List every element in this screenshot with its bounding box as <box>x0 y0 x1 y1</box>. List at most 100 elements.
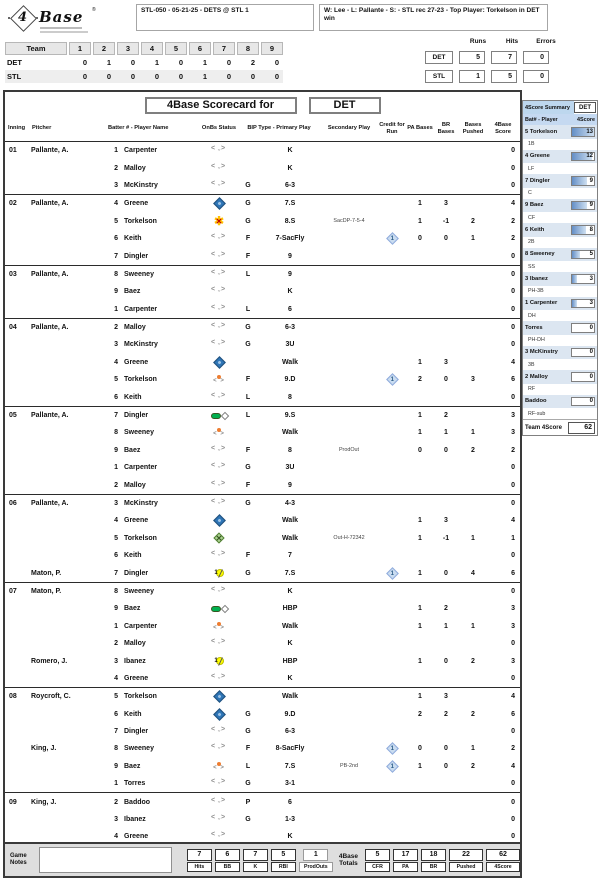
batter-number: 2 <box>114 164 118 172</box>
diamond-dot-glyph: ˇ <box>217 503 221 510</box>
primary-play: 8.S <box>284 217 296 225</box>
runs-hits-errors-table: Runs Hits Errors DET 5 7 0 STL 1 5 0 <box>425 38 575 83</box>
batter-row: 5 Torkelson ✱ ✕ G 8.S SacDP-7-5-4 1 -1 2 2 <box>5 213 520 230</box>
fourbase-score: 4 <box>511 693 515 701</box>
column-header-inning: Inning <box>8 125 26 132</box>
batter-name: Torkelson <box>124 693 157 701</box>
inning-number: 09 <box>9 798 17 806</box>
summary-player-name: 8 Sweeney <box>525 251 555 258</box>
batter-number: 9 <box>114 288 118 296</box>
linescore-inning-value: 0 <box>130 58 135 67</box>
linescore-inning-header: 9 <box>261 42 283 55</box>
prodouts-value: 1 <box>303 848 329 861</box>
diamond-dot-glyph: ˇ <box>217 238 221 246</box>
total-value: 5 <box>365 848 390 861</box>
pitcher-name: Maton, P. <box>31 587 62 595</box>
fourbase-score: 0 <box>511 587 515 595</box>
diamond-dot-glyph: ˇ <box>217 783 221 791</box>
score-data-bar <box>572 152 593 160</box>
totals-footer: Game Notes 7 Hits 6 BB 7 K 5 RBI 1 ProdOuts 4Ba… <box>5 842 520 876</box>
score-data-bar <box>572 128 594 136</box>
fourbase-score: 0 <box>511 833 515 841</box>
stat-label: BB <box>214 861 240 872</box>
column-header-credit-for-run: Credit for Run <box>379 122 405 135</box>
linescore-inning-header: 1 <box>69 42 91 55</box>
onbase-status-cell: < > <box>201 621 237 631</box>
primary-play: K <box>287 833 293 841</box>
batter-row: 07 Maton, P. 8 Sweeney < > ˇ K 0 <box>5 583 520 600</box>
onbase-status-cell <box>201 411 237 420</box>
inning-block: 08 Roycroft, C. 5 Torkelson Walk 1 3 4 6 Keith G 9.… <box>5 687 520 792</box>
fourbase-score: 3 <box>511 657 515 665</box>
linescore-inning-value: 0 <box>82 72 87 81</box>
onbase-status-cell: < > ˇ <box>201 339 237 352</box>
game-notes-input[interactable] <box>38 847 172 873</box>
batter-row: 6 Keith G 9.D 2 2 2 6 <box>5 706 520 723</box>
br-bases: 3 <box>444 693 448 701</box>
summary-player-position: DH <box>523 310 597 321</box>
onbase-status-cell <box>201 707 237 721</box>
inning-block: 04 Pallante, A. 2 Malloy < > ˇ G 6-3 0 3 McKinstry… <box>5 317 520 406</box>
summary-player-name: 4 Greene <box>525 153 550 160</box>
batter-name: Greene <box>124 200 149 208</box>
green-arrow-icon <box>210 604 229 614</box>
bip-type: G <box>245 500 251 507</box>
diamond-dot-glyph: ˇ <box>217 344 221 352</box>
column-header-secondary-play: Secondary Play <box>327 125 371 132</box>
summary-subheader: Bat# - Player 4Score <box>523 114 597 125</box>
batter-number: 3 <box>114 816 118 824</box>
fourbase-score: 6 <box>511 376 515 384</box>
bases-pushed: 2 <box>471 657 475 665</box>
batter-number: 3 <box>114 181 118 189</box>
linescore-inning-value: 0 <box>178 72 183 81</box>
batter-row: 4 Greene < > ˇ K 0 <box>5 670 520 687</box>
summary-score-box: 3 <box>571 274 595 284</box>
result-info-box: W: Lee - L: Pallante - S: - STL rec 27-2… <box>319 4 548 31</box>
logo-tagline-bar <box>40 31 88 33</box>
primary-play: 1-3 <box>284 816 296 824</box>
batter-number: 8 <box>114 587 118 595</box>
pa-bases: 1 <box>418 412 422 420</box>
bip-type: L <box>245 270 251 278</box>
bases-pushed: 3 <box>471 376 475 384</box>
diamond-dot-glyph: ˇ <box>217 255 221 263</box>
summary-score-value: 12 <box>586 153 593 160</box>
onbase-status-cell <box>201 690 237 704</box>
batter-name: Sweeney <box>124 745 154 753</box>
prodouts-total: 1 ProdOuts <box>298 848 333 872</box>
pitcher-name: Pallante, A. <box>31 500 69 507</box>
diamond-dot-glyph: ˇ <box>217 396 221 404</box>
bip-type: F <box>245 552 251 560</box>
onbase-status-cell: < > ˇ <box>201 743 237 755</box>
bases-pushed: 2 <box>471 762 475 770</box>
primary-play: K <box>287 288 293 296</box>
batting-totals-group: 7 Hits 6 BB 7 K 5 RBI <box>184 848 296 872</box>
stat-total: 6 BB <box>214 848 240 872</box>
linescore-inning-header: 8 <box>237 42 259 55</box>
batter-number: 7 <box>114 728 118 736</box>
fourbase-score: 0 <box>511 305 515 313</box>
onbase-status-cell: < > ˇ <box>201 269 237 281</box>
summary-player-position: SS <box>523 261 597 272</box>
br-bases: -1 <box>442 217 450 225</box>
green-arrow-icon <box>210 411 229 420</box>
diamond-dot-glyph: ˇ <box>217 643 221 651</box>
scored-diamond-icon <box>212 514 226 528</box>
batter-name: Baez <box>124 446 141 454</box>
fourbase-score: 0 <box>511 147 515 155</box>
batter-number: 6 <box>114 235 118 243</box>
onbase-status-cell: < > ˇ <box>201 480 237 492</box>
angle-brackets-glyph: < > <box>210 462 228 470</box>
bip-type: L <box>245 762 251 770</box>
primary-play: Walk <box>281 622 299 630</box>
primary-play: 9.D <box>284 710 296 718</box>
rhe-label: Hits <box>505 38 519 45</box>
linescore-inning-value: 0 <box>274 58 279 67</box>
onbase-status-cell: < > ˇ <box>201 322 237 334</box>
primary-play: 8 <box>288 446 292 454</box>
pitcher-name: Pallante, A. <box>31 200 69 208</box>
summary-player-name: 3 McKinstry <box>525 349 558 356</box>
pa-bases: 1 <box>418 622 422 630</box>
inning-number: 08 <box>9 693 17 701</box>
batter-row: 4 Greene < > ˇ K 0 <box>5 828 520 845</box>
